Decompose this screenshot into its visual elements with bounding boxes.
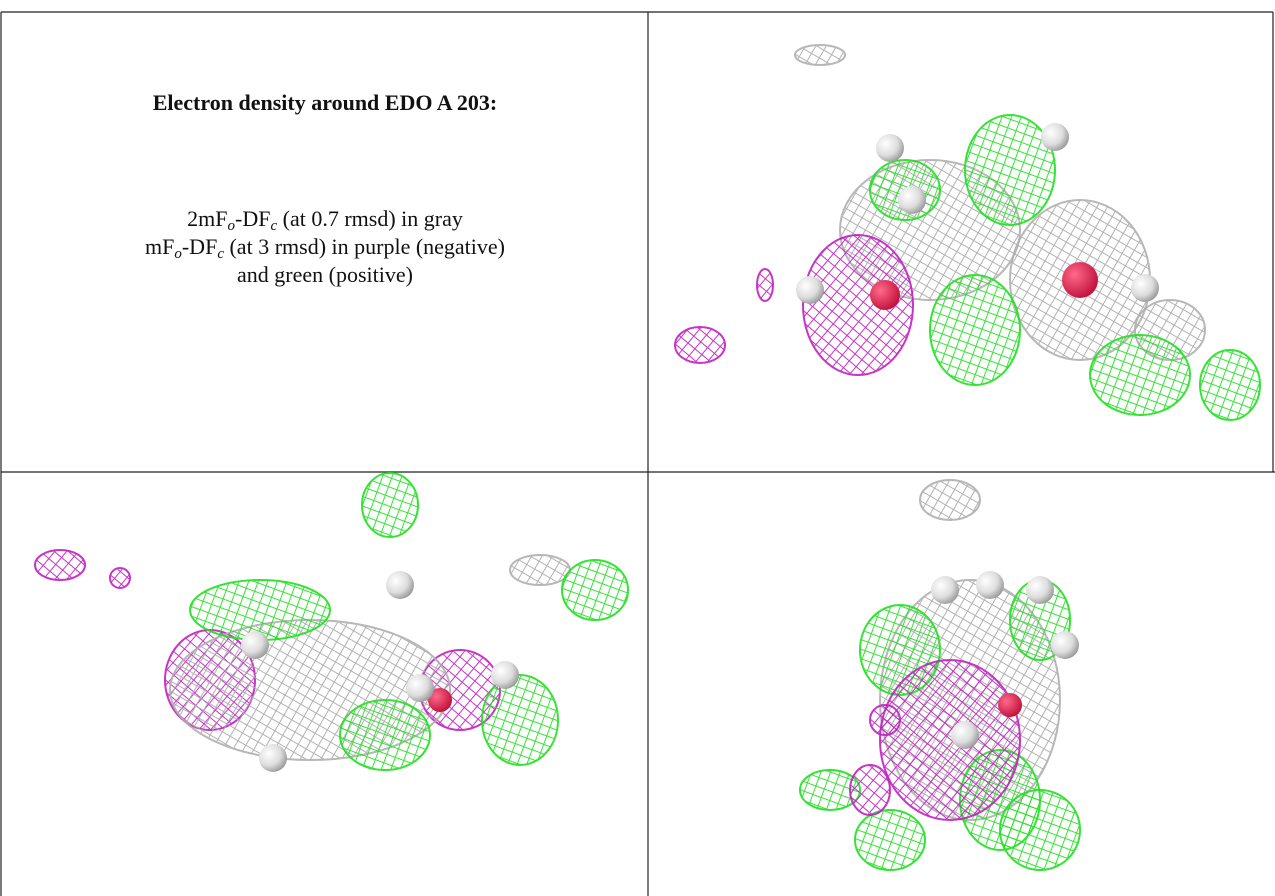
hydrogen-atom — [1026, 576, 1054, 604]
caption-title: Electron density around EDO A 203: — [152, 90, 498, 115]
caption-line: mFo-DFc (at 3 rmsd) in purple (negative) — [2, 234, 648, 262]
hydrogen-atom — [1131, 274, 1159, 302]
density-mesh — [34, 549, 86, 581]
caption-line: 2mFo-DFc (at 0.7 rmsd) in gray — [2, 206, 648, 234]
caption-line: and green (positive) — [237, 262, 413, 287]
density-mesh — [109, 567, 131, 589]
density-mesh — [339, 699, 431, 771]
density-mesh — [879, 659, 1021, 821]
hydrogen-atom — [976, 571, 1004, 599]
density-mesh — [189, 579, 331, 641]
density-mesh — [794, 44, 846, 66]
oxygen-atom — [870, 280, 900, 310]
text: 2mF — [187, 206, 228, 231]
density-mesh — [869, 704, 901, 736]
density-mesh — [919, 479, 981, 521]
text: mF — [145, 234, 175, 259]
density-mesh — [756, 268, 774, 302]
density-mesh — [929, 274, 1021, 386]
text: (at 3 rmsd) in purple (negative) — [223, 234, 505, 259]
hydrogen-atom — [406, 674, 434, 702]
density-mesh — [849, 764, 891, 816]
hydrogen-atom — [1051, 631, 1079, 659]
oxygen-atom — [1062, 262, 1098, 298]
hydrogen-atom — [241, 631, 269, 659]
density-mesh — [481, 674, 559, 766]
hydrogen-atom — [1041, 123, 1069, 151]
density-renderings — [34, 44, 1261, 871]
oxygen-atom — [428, 688, 452, 712]
subscript: o — [174, 246, 182, 262]
oxygen-atom — [998, 693, 1022, 717]
density-mesh — [802, 234, 914, 376]
hydrogen-atom — [386, 571, 414, 599]
density-mesh — [854, 809, 926, 871]
density-mesh — [999, 789, 1081, 871]
hydrogen-atom — [796, 276, 824, 304]
text: (at 0.7 rmsd) in gray — [277, 206, 463, 231]
text: -DF — [235, 206, 271, 231]
hydrogen-atom — [876, 134, 904, 162]
hydrogen-atom — [931, 576, 959, 604]
subscript: c — [270, 218, 278, 234]
density-mesh — [561, 559, 629, 621]
hydrogen-atom — [951, 721, 979, 749]
density-mesh — [1089, 334, 1191, 416]
table-borders — [0, 11, 1275, 896]
density-mesh — [1199, 349, 1261, 421]
hydrogen-atom — [898, 186, 926, 214]
text: -DF — [181, 234, 218, 259]
density-mesh — [964, 114, 1056, 226]
subscript: c — [217, 246, 224, 262]
density-mesh — [509, 554, 571, 586]
hydrogen-atom — [259, 744, 287, 772]
density-mesh — [361, 472, 419, 538]
density-mesh — [674, 326, 726, 364]
subscript: o — [227, 218, 236, 234]
hydrogen-atom — [491, 661, 519, 689]
